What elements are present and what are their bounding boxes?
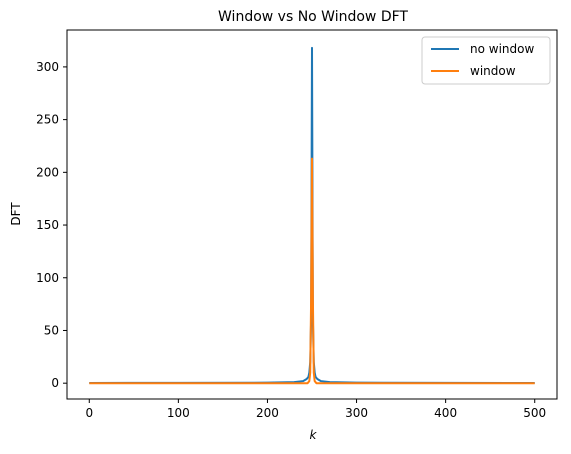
y-tick-label: 300 [36,60,59,74]
y-axis: 0 50 100 150 200 250 300 [36,60,67,390]
legend: no window window [422,37,550,84]
x-axis-label: k [310,428,318,442]
series-layer [89,48,534,383]
y-tick-label: 50 [44,323,59,337]
x-axis: 0 100 200 300 400 500 [85,399,546,420]
x-tick-label: 500 [523,406,546,420]
x-tick-label: 300 [345,406,368,420]
legend-label-window: window [470,64,516,78]
y-tick-label: 150 [36,218,59,232]
x-tick-label: 100 [167,406,190,420]
y-tick-label: 100 [36,271,59,285]
series-line-window [89,159,534,384]
legend-label-no-window: no window [470,42,534,56]
y-tick-label: 0 [51,376,59,390]
x-tick-label: 200 [256,406,279,420]
y-axis-label: DFT [9,202,23,226]
x-tick-label: 0 [85,406,93,420]
y-tick-label: 250 [36,113,59,127]
chart-title: Window vs No Window DFT [218,9,408,25]
y-tick-label: 200 [36,165,59,179]
x-tick-label: 400 [434,406,457,420]
